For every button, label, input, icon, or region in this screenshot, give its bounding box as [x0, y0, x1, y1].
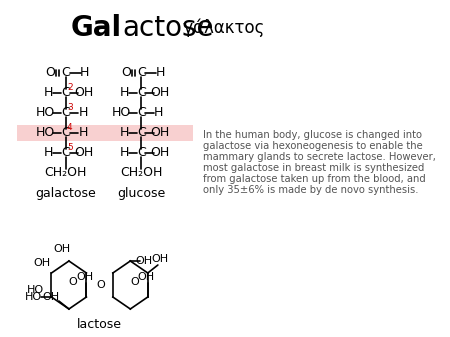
Text: 2: 2	[67, 84, 72, 92]
Text: O: O	[121, 66, 131, 80]
Text: H: H	[154, 106, 164, 120]
Text: H: H	[79, 126, 88, 140]
Text: H: H	[120, 126, 129, 140]
Text: mammary glands to secrete lactose. However,: mammary glands to secrete lactose. Howev…	[203, 152, 436, 162]
Text: OH: OH	[33, 258, 50, 268]
Text: glucose: glucose	[117, 186, 165, 200]
Text: 4: 4	[67, 123, 72, 132]
Text: OH: OH	[76, 272, 93, 282]
Text: γάλακτος: γάλακτος	[178, 19, 265, 37]
Text: HO: HO	[27, 285, 44, 295]
Text: C: C	[137, 106, 146, 120]
Text: CH₂OH: CH₂OH	[120, 166, 162, 180]
Text: HO: HO	[24, 292, 41, 302]
Text: C: C	[137, 126, 146, 140]
Text: C: C	[137, 66, 146, 80]
Text: C: C	[61, 126, 70, 140]
Text: In the human body, glucose is changed into: In the human body, glucose is changed in…	[203, 130, 423, 140]
Text: O: O	[96, 280, 105, 290]
Text: OH: OH	[54, 244, 71, 254]
Text: OH: OH	[74, 147, 94, 159]
Text: OH: OH	[152, 254, 169, 264]
Text: H: H	[44, 147, 54, 159]
Text: most galactose in breast milk is synthesized: most galactose in breast milk is synthes…	[203, 163, 425, 173]
Text: O: O	[130, 277, 139, 287]
Text: H: H	[120, 147, 129, 159]
Text: OH: OH	[138, 272, 155, 282]
Text: from galactose taken up from the blood, and: from galactose taken up from the blood, …	[203, 174, 426, 184]
Text: CH₂OH: CH₂OH	[45, 166, 87, 180]
Text: HO: HO	[112, 106, 130, 120]
Text: C: C	[61, 147, 70, 159]
FancyBboxPatch shape	[109, 125, 194, 141]
Text: 5: 5	[67, 144, 72, 153]
Text: HO: HO	[36, 126, 55, 140]
Text: galactose via hexoneogenesis to enable the: galactose via hexoneogenesis to enable t…	[203, 141, 423, 151]
Text: H: H	[79, 106, 88, 120]
Text: OH: OH	[150, 126, 169, 140]
Text: H: H	[156, 66, 165, 80]
Text: OH: OH	[150, 147, 169, 159]
Text: O: O	[45, 66, 55, 80]
Text: H: H	[80, 66, 90, 80]
Text: only 35±6% is made by de novo synthesis.: only 35±6% is made by de novo synthesis.	[203, 185, 419, 195]
Text: H: H	[44, 87, 54, 99]
Text: lactose: lactose	[76, 318, 122, 332]
Text: OH: OH	[74, 87, 94, 99]
Text: C: C	[137, 147, 146, 159]
Text: OH: OH	[42, 292, 59, 302]
Text: actose: actose	[122, 14, 213, 42]
Text: HO: HO	[36, 106, 55, 120]
Text: OH: OH	[150, 87, 169, 99]
Text: C: C	[61, 87, 70, 99]
FancyBboxPatch shape	[17, 125, 176, 141]
Text: C: C	[61, 106, 70, 120]
Text: 3: 3	[67, 103, 72, 113]
Text: galactose: galactose	[35, 186, 96, 200]
Text: C: C	[137, 87, 146, 99]
Text: C: C	[61, 66, 70, 80]
Text: Gal: Gal	[71, 14, 122, 42]
Text: O: O	[69, 277, 77, 287]
Text: OH: OH	[135, 256, 153, 266]
Text: H: H	[120, 87, 129, 99]
